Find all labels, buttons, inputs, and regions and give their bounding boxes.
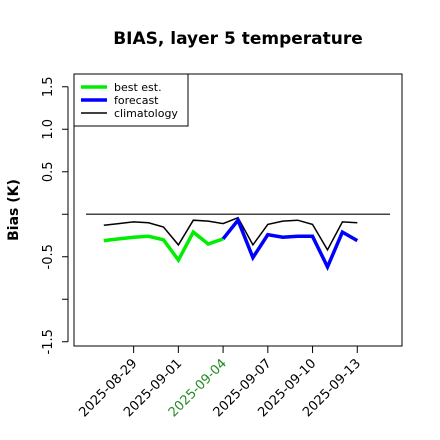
- series-line-climatology: [103, 216, 358, 252]
- y-tick-label: -0.5: [41, 244, 56, 269]
- legend-label: climatology: [114, 107, 178, 120]
- chart-title: BIAS, layer 5 temperature: [113, 29, 363, 49]
- series-line-best-est: [103, 229, 224, 264]
- series-line-forecast: [221, 216, 359, 272]
- y-tick-label: 1.5: [41, 76, 56, 97]
- legend-label: best est.: [114, 81, 162, 94]
- y-axis-label: Bias (K): [6, 179, 22, 241]
- y-tick-label: 0.5: [41, 161, 56, 182]
- y-tick-label: 1.0: [41, 119, 56, 140]
- y-tick-label: -1.5: [41, 329, 56, 354]
- legend-label: forecast: [114, 94, 159, 107]
